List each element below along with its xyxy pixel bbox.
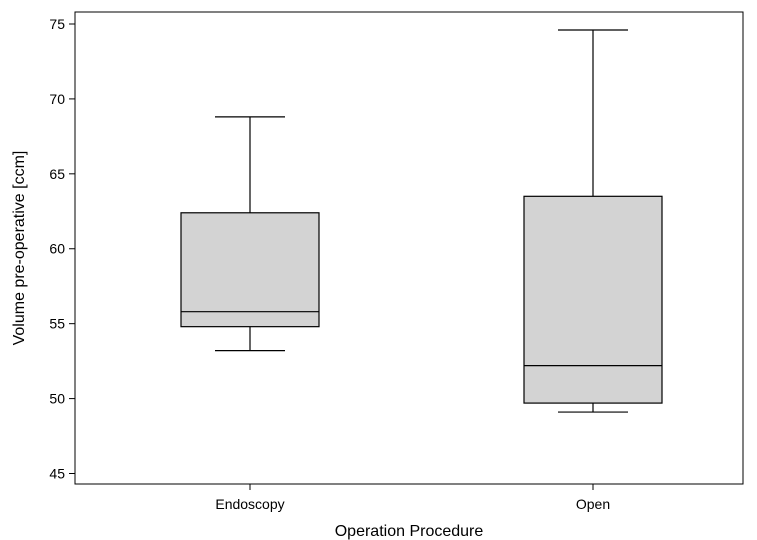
- y-axis: 45 50 55 60 65 70 75: [49, 16, 75, 482]
- iqr-box: [523, 195, 663, 404]
- y-tick-label: 50: [49, 391, 65, 407]
- y-tick-label: 70: [49, 91, 65, 107]
- y-tick-label: 55: [49, 316, 65, 332]
- box-open: [523, 29, 663, 413]
- box-endoscopy: [180, 116, 320, 352]
- boxes-group: [180, 29, 663, 413]
- x-axis: Endoscopy Open: [215, 484, 610, 512]
- x-axis-title: Operation Procedure: [335, 523, 484, 540]
- y-tick-label: 65: [49, 166, 65, 182]
- y-tick-label: 75: [49, 16, 65, 32]
- x-tick-label: Open: [576, 496, 610, 512]
- x-tick-label: Endoscopy: [215, 496, 284, 512]
- y-tick-label: 45: [49, 466, 65, 482]
- iqr-box: [180, 212, 320, 328]
- y-tick-label: 60: [49, 241, 65, 257]
- y-axis-title: Volume pre-operative [ccm]: [11, 151, 28, 346]
- plot-frame: [74, 11, 744, 485]
